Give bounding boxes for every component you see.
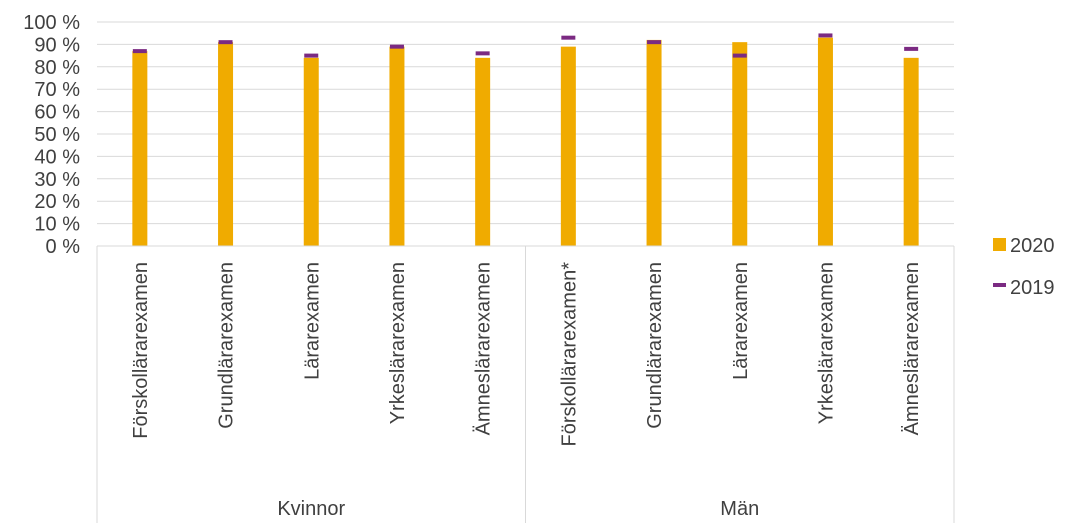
x-category-label: Ämneslärarexamen bbox=[901, 262, 923, 435]
x-axis-category-labels: Förskollärarexamen Grundlärarexamen Lärare… bbox=[130, 262, 923, 447]
x-category-label: Lärarexamen bbox=[301, 262, 323, 380]
marker-2019 bbox=[904, 46, 919, 51]
bar-2020 bbox=[903, 57, 919, 247]
bar-2020 bbox=[132, 51, 148, 247]
y-tick-label: 80 % bbox=[34, 57, 80, 79]
gridlines bbox=[97, 21, 954, 247]
y-tick-label: 90 % bbox=[34, 34, 80, 56]
bar-2020 bbox=[560, 46, 576, 246]
y-tick-label: 40 % bbox=[34, 146, 80, 168]
legend: 2020 2019 bbox=[993, 235, 1055, 299]
x-category-label: Förskollärarexamen bbox=[130, 262, 152, 439]
marker-2019 bbox=[389, 44, 404, 49]
bar-2020 bbox=[303, 57, 319, 247]
marker-2019 bbox=[132, 49, 147, 54]
bars-2020 bbox=[132, 37, 919, 247]
marker-2019 bbox=[218, 40, 233, 45]
bar-2020 bbox=[475, 57, 491, 247]
legend-label-2019: 2019 bbox=[1010, 277, 1055, 299]
x-group-label: Män bbox=[720, 498, 759, 520]
marker-2019 bbox=[647, 40, 662, 45]
y-tick-label: 0 % bbox=[46, 236, 81, 258]
marker-2019 bbox=[304, 53, 319, 58]
legend-swatch-2020 bbox=[993, 238, 1006, 251]
bar-2020 bbox=[817, 37, 833, 247]
x-axis-group-labels: Kvinnor Män bbox=[277, 498, 759, 520]
marker-2019 bbox=[561, 35, 576, 40]
x-category-label: Grundlärarexamen bbox=[216, 262, 238, 429]
marker-2019 bbox=[732, 53, 747, 58]
x-category-label: Ämneslärarexamen bbox=[473, 262, 495, 435]
y-tick-label: 60 % bbox=[34, 102, 80, 124]
bar-2020 bbox=[646, 39, 662, 246]
bar-2020 bbox=[218, 42, 234, 246]
x-category-label: Grundlärarexamen bbox=[644, 262, 666, 429]
bar-2020 bbox=[389, 46, 405, 246]
y-tick-label: 10 % bbox=[34, 214, 80, 236]
bar-2020 bbox=[732, 42, 748, 246]
x-axis bbox=[96, 245, 955, 523]
markers-2019 bbox=[132, 33, 919, 58]
marker-2019 bbox=[475, 51, 490, 56]
y-tick-label: 20 % bbox=[34, 191, 80, 213]
y-tick-label: 50 % bbox=[34, 124, 80, 146]
x-category-label: Yrkeslärarexamen bbox=[815, 262, 837, 424]
x-category-label: Lärarexamen bbox=[730, 262, 752, 380]
x-category-label: Förskollärarexamen* bbox=[558, 262, 580, 447]
y-tick-label: 70 % bbox=[34, 79, 80, 101]
x-category-label: Yrkeslärarexamen bbox=[387, 262, 409, 424]
legend-swatch-2019 bbox=[993, 283, 1006, 287]
legend-label-2020: 2020 bbox=[1010, 235, 1055, 257]
y-tick-label: 100 % bbox=[23, 12, 80, 34]
y-tick-label: 30 % bbox=[34, 169, 80, 191]
x-group-label: Kvinnor bbox=[277, 498, 345, 520]
y-axis-ticks: 0 %10 %20 %30 %40 %50 %60 %70 %80 %90 %1… bbox=[23, 12, 80, 258]
marker-2019 bbox=[818, 33, 833, 38]
